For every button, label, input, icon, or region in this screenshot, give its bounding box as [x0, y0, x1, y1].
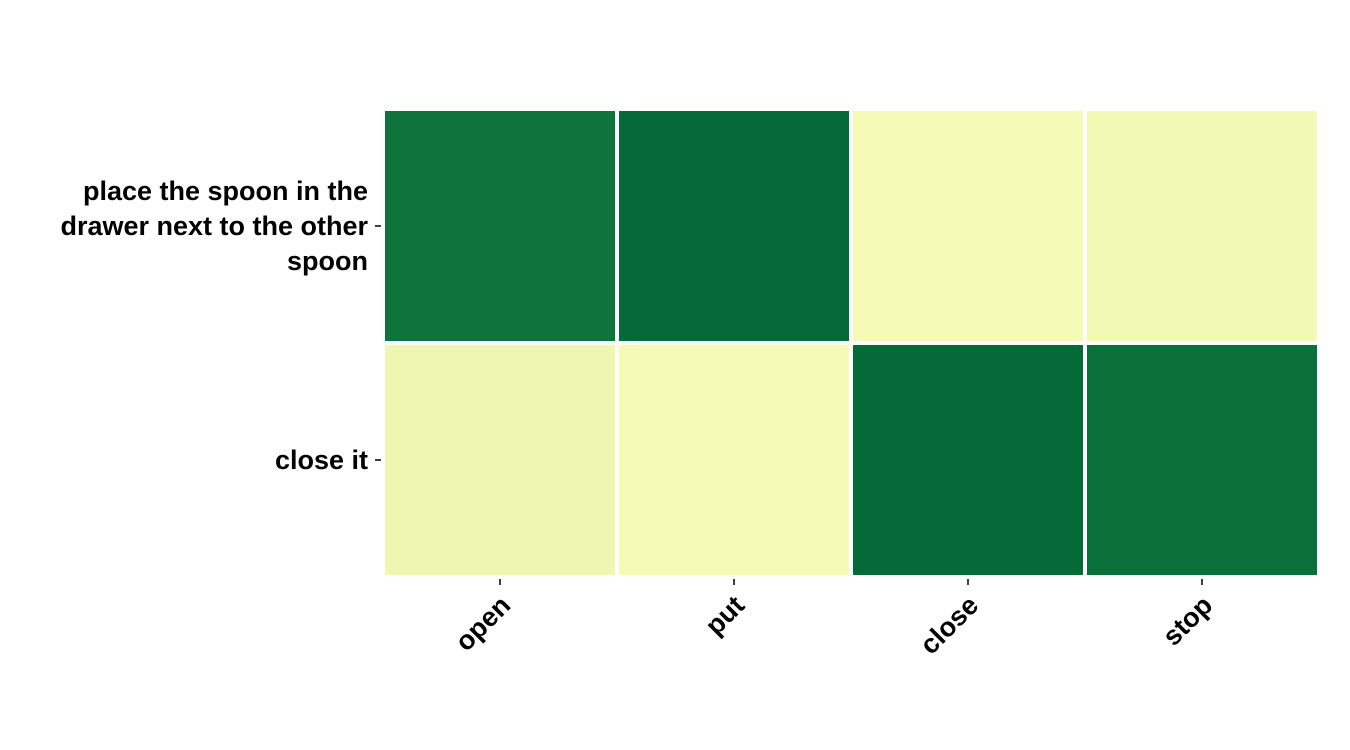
- heatmap-cell-0-0: [381, 107, 619, 345]
- x-tick-label-1: put: [699, 590, 750, 641]
- heatmap-cell-1-0: [381, 341, 619, 579]
- heatmap-cell-1-1: [615, 341, 853, 579]
- x-tick-label-2: close: [914, 590, 984, 660]
- heatmap-cell-1-2: [849, 341, 1087, 579]
- x-axis: open put close stop: [449, 579, 1218, 660]
- heatmap-cell-0-3: [1083, 107, 1321, 345]
- heatmap-cells: [381, 107, 1321, 579]
- heatmap-cell-0-1: [615, 107, 853, 345]
- y-tick-label-1: close it: [275, 445, 368, 475]
- x-tick-label-0: open: [449, 590, 516, 657]
- heatmap-cell-1-3: [1083, 341, 1321, 579]
- heatmap-cell-0-2: [849, 107, 1087, 345]
- y-tick-label-0: place the spoon in the drawer next to the…: [60, 176, 368, 276]
- y-axis: place the spoon in the drawer next to the…: [60, 176, 381, 475]
- x-tick-label-3: stop: [1157, 590, 1219, 652]
